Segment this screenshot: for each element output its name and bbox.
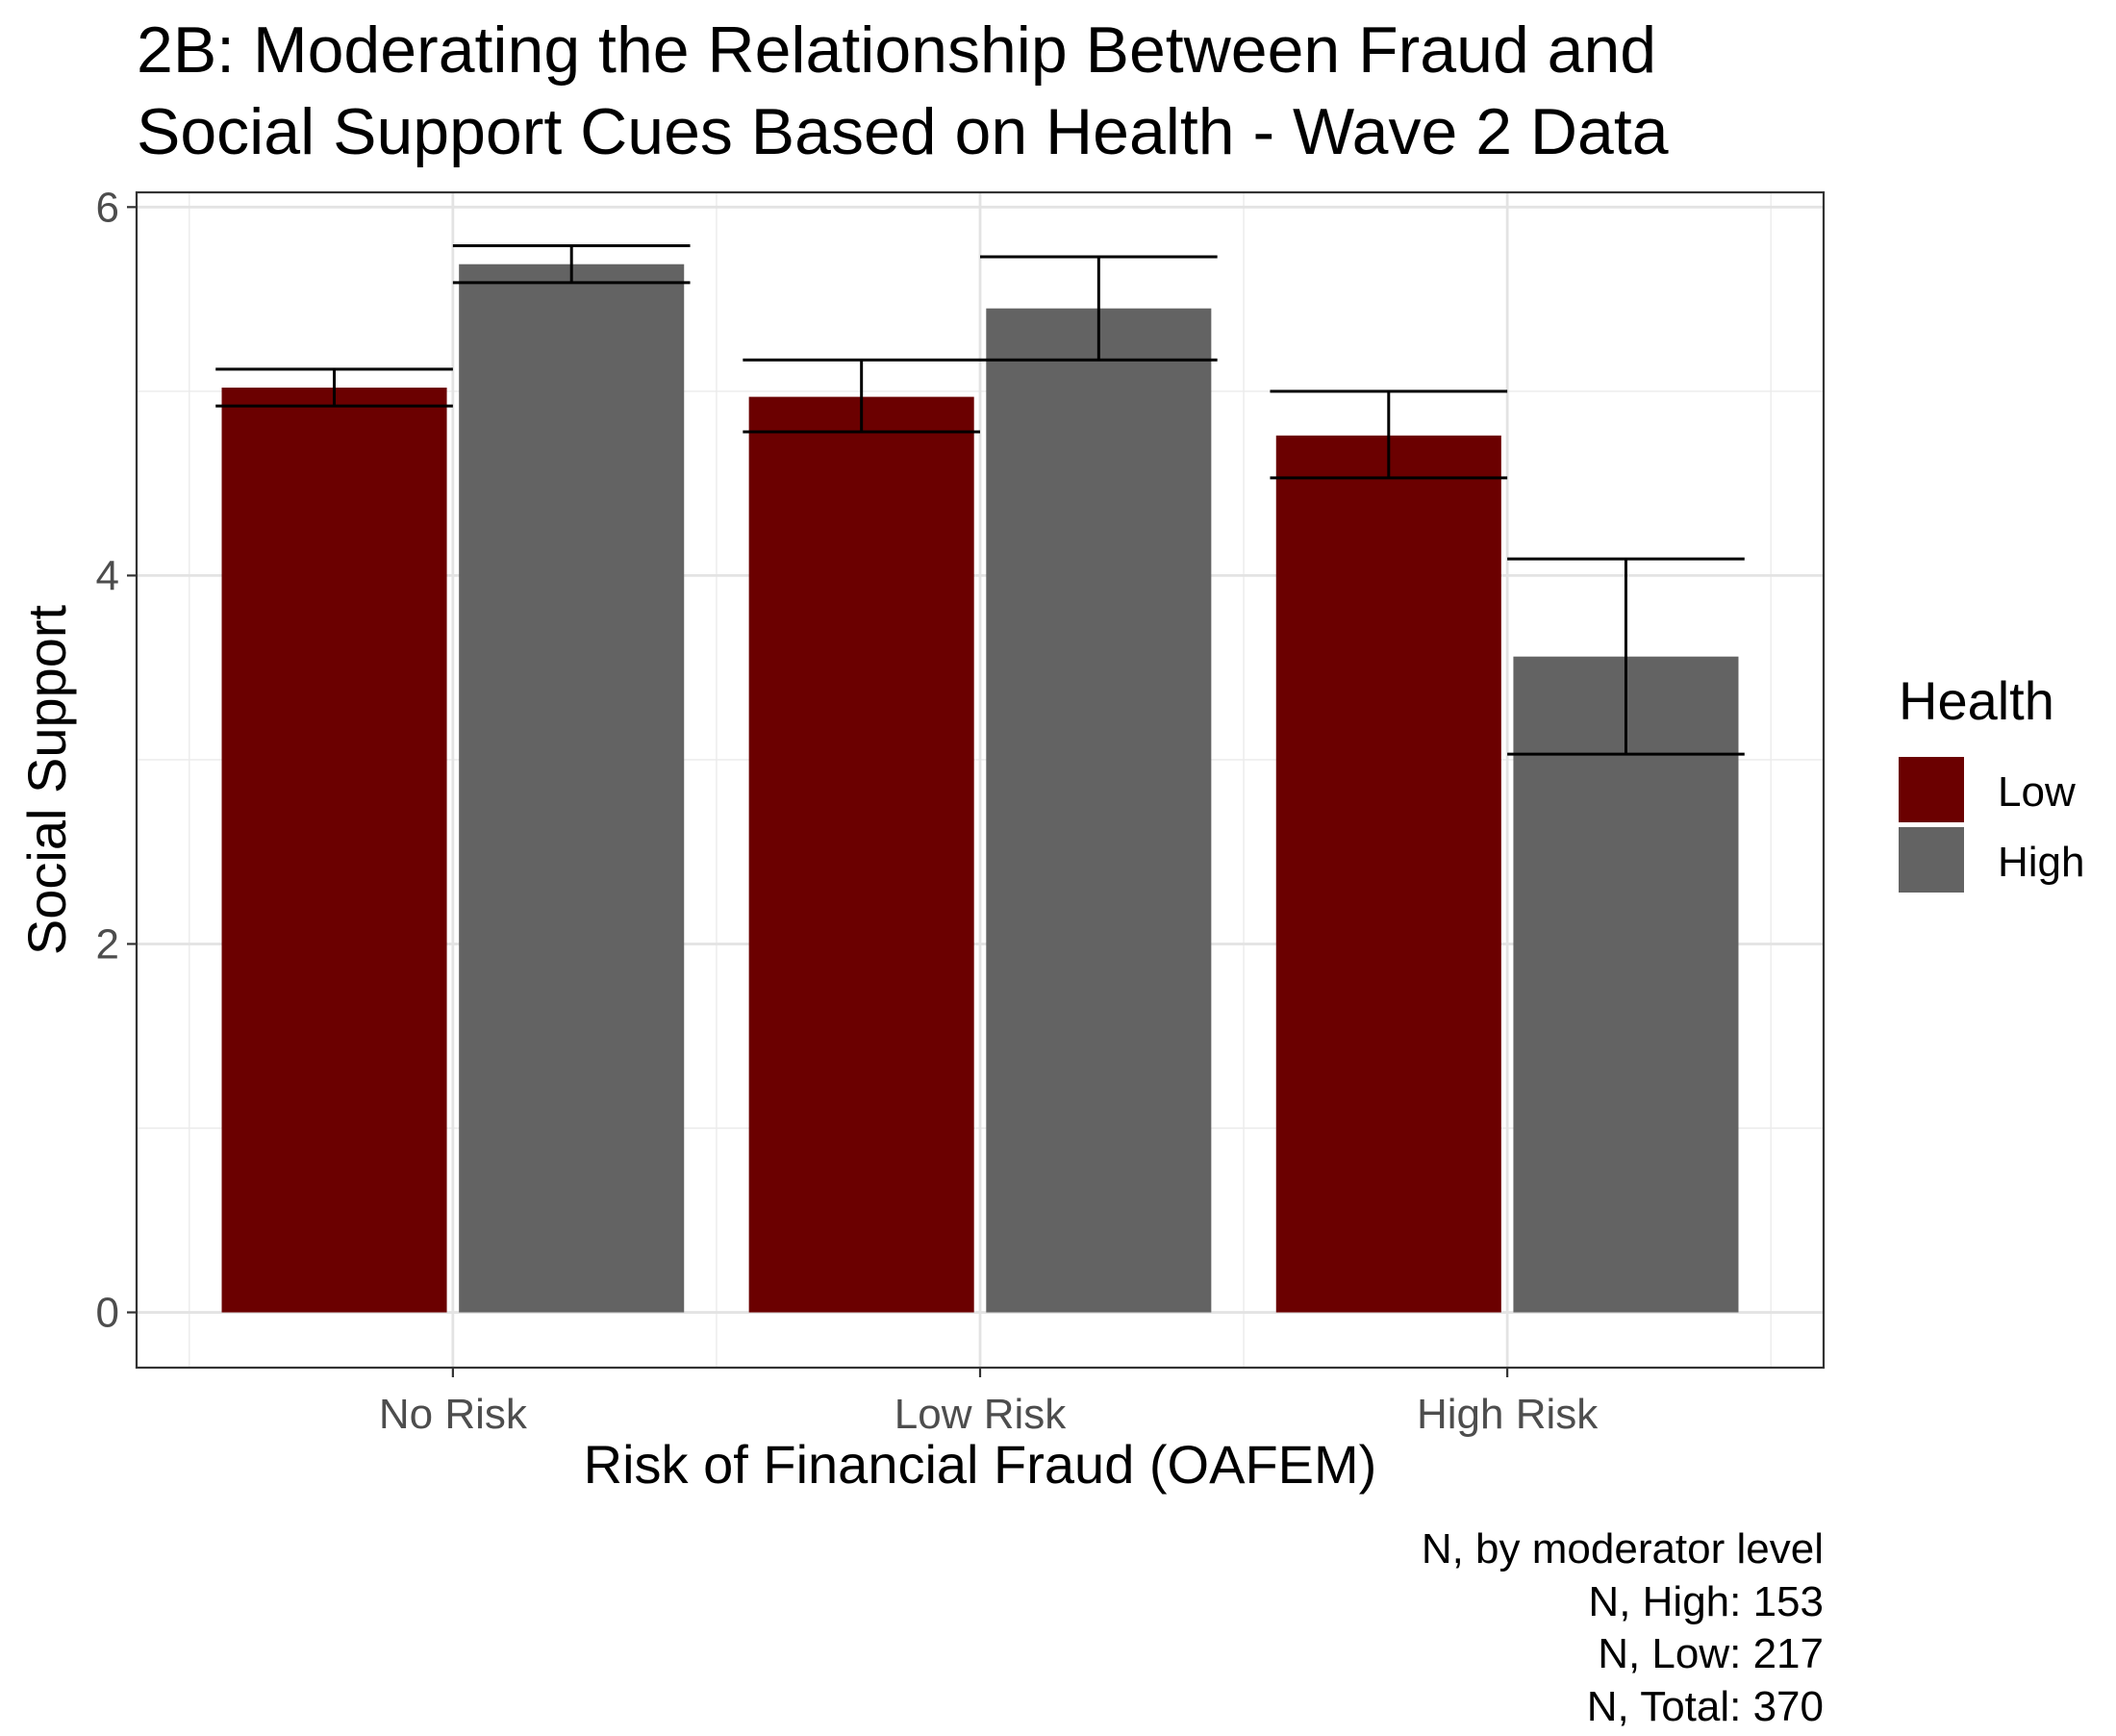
x-tick-label: Low Risk [894, 1391, 1067, 1438]
legend: Health Low High [1899, 670, 2085, 893]
chart-title-line-2: Social Support Cues Based on Health - Wa… [137, 95, 1669, 168]
caption-line-1: N, by moderator level [1422, 1525, 1824, 1572]
bar-low-high-risk [1275, 435, 1501, 1313]
caption-line-4: N, Total: 370 [1587, 1683, 1824, 1730]
y-tick-label: 2 [96, 920, 119, 968]
chart-title-line-1: 2B: Moderating the Relationship Between … [137, 13, 1656, 87]
caption-line-2: N, High: 153 [1588, 1578, 1824, 1625]
caption-line-3: N, Low: 217 [1598, 1630, 1824, 1677]
bar-high-high-risk [1513, 656, 1739, 1313]
bar-high-low-risk [986, 308, 1212, 1313]
bars [221, 264, 1739, 1313]
y-tick-label: 4 [96, 552, 119, 599]
x-axis-title: Risk of Financial Fraud (OAFEM) [584, 1434, 1377, 1495]
x-axis: No Risk Low Risk High Risk [379, 1368, 1599, 1438]
bar-low-low-risk [748, 396, 974, 1313]
legend-label-high: High [1998, 839, 2085, 886]
legend-key-high [1899, 827, 1964, 893]
y-tick-label: 6 [96, 184, 119, 231]
x-tick-label: No Risk [379, 1391, 528, 1438]
chart-title: 2B: Moderating the Relationship Between … [137, 13, 1669, 168]
error-bars [215, 244, 1745, 756]
y-tick-label: 0 [96, 1290, 119, 1337]
y-axis-title: Social Support [16, 604, 77, 955]
plot-panel [135, 190, 1826, 1370]
legend-label-low: Low [1998, 768, 2076, 816]
x-tick-label: High Risk [1417, 1391, 1599, 1438]
legend-key-low [1899, 757, 1964, 822]
y-axis: 0 2 4 6 [96, 184, 137, 1337]
caption: N, by moderator level N, High: 153 N, Lo… [1422, 1525, 1824, 1730]
bar-high-no-risk [459, 264, 685, 1313]
bar-low-no-risk [221, 388, 447, 1313]
legend-title: Health [1899, 670, 2054, 731]
